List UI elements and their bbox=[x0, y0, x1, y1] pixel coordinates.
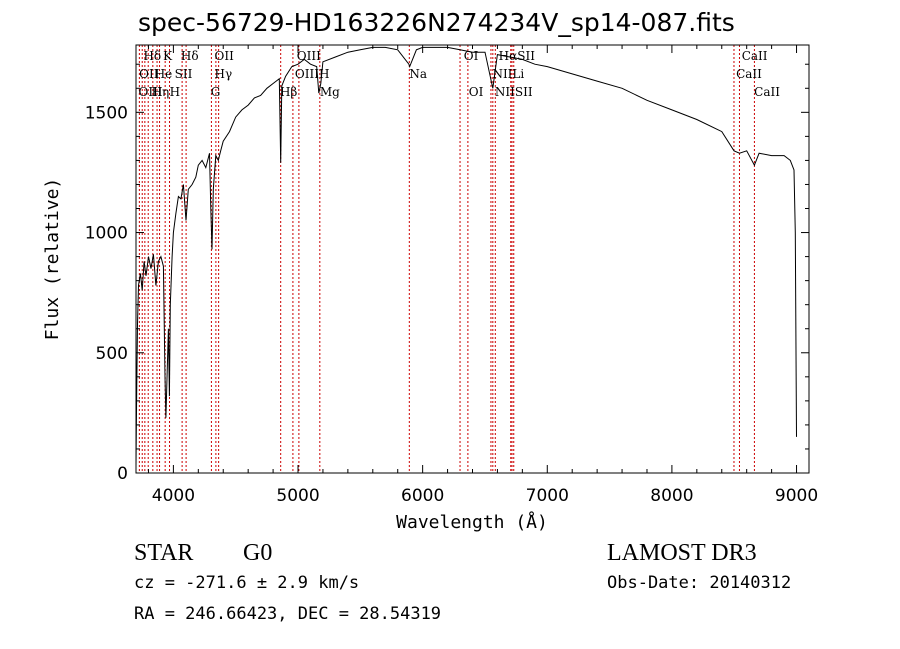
line-label: Na bbox=[409, 67, 427, 81]
line-markers bbox=[138, 45, 755, 473]
line-label: Hδ bbox=[181, 49, 199, 63]
y-tick-label: 0 bbox=[117, 464, 128, 484]
x-tick-label: 8000 bbox=[650, 486, 693, 506]
y-tick-label: 1500 bbox=[85, 103, 128, 123]
object-class: STAR bbox=[134, 540, 194, 566]
chart-title: spec-56729-HD163226N274234V_sp14-087.fit… bbox=[138, 8, 735, 37]
line-label: CaII bbox=[736, 67, 762, 81]
line-label: Hη bbox=[152, 85, 170, 99]
y-tick-label: 500 bbox=[96, 344, 128, 364]
y-axis-label: Flux (relative) bbox=[42, 178, 63, 341]
spectrum-line bbox=[135, 46, 797, 466]
x-tick-label: 6000 bbox=[401, 486, 444, 506]
line-label: NIISII bbox=[495, 85, 533, 99]
line-label: Mg bbox=[320, 85, 340, 99]
x-tick-label: 9000 bbox=[775, 486, 818, 506]
line-label: Hδ bbox=[143, 49, 161, 63]
object-subclass: G0 bbox=[243, 540, 273, 566]
line-label: H bbox=[170, 85, 180, 99]
line-label: NII bbox=[492, 67, 512, 81]
line-label: OI bbox=[469, 85, 484, 99]
line-label: SII bbox=[175, 67, 193, 81]
plot-frame bbox=[135, 44, 810, 474]
line-label: K bbox=[163, 49, 173, 63]
survey-name: LAMOST DR3 bbox=[607, 540, 757, 566]
x-axis-ticks: 4000 5000 6000 7000 8000 9000 bbox=[147, 45, 818, 506]
coordinates: RA = 246.66423, DEC = 28.54319 bbox=[134, 604, 442, 624]
line-label: Hβ bbox=[280, 85, 297, 99]
line-label: HαSII bbox=[499, 49, 536, 63]
x-axis-label: Wavelength (Å) bbox=[396, 511, 548, 533]
y-tick-label: 1000 bbox=[85, 224, 128, 244]
line-label: Li bbox=[512, 67, 524, 81]
line-label: OII bbox=[139, 67, 159, 81]
line-label: OII bbox=[215, 49, 235, 63]
line-label: G bbox=[211, 85, 221, 99]
y-axis-ticks: 0 500 1000 1500 bbox=[85, 63, 809, 484]
line-label: He bbox=[155, 67, 173, 81]
x-tick-label: 5000 bbox=[276, 486, 319, 506]
obs-date: Obs-Date: 20140312 bbox=[607, 573, 792, 593]
x-tick-label: 7000 bbox=[526, 486, 569, 506]
redshift-text: cz = -271.6 ± 2.9 km/s bbox=[134, 573, 360, 593]
line-label: OIIIH bbox=[295, 67, 330, 81]
line-label: CaII bbox=[754, 85, 780, 99]
x-tick-label: 4000 bbox=[152, 486, 195, 506]
line-label: OIII bbox=[138, 85, 162, 99]
line-label: Hγ bbox=[215, 67, 233, 81]
line-label: CaII bbox=[742, 49, 768, 63]
line-label: OIII bbox=[297, 49, 321, 63]
